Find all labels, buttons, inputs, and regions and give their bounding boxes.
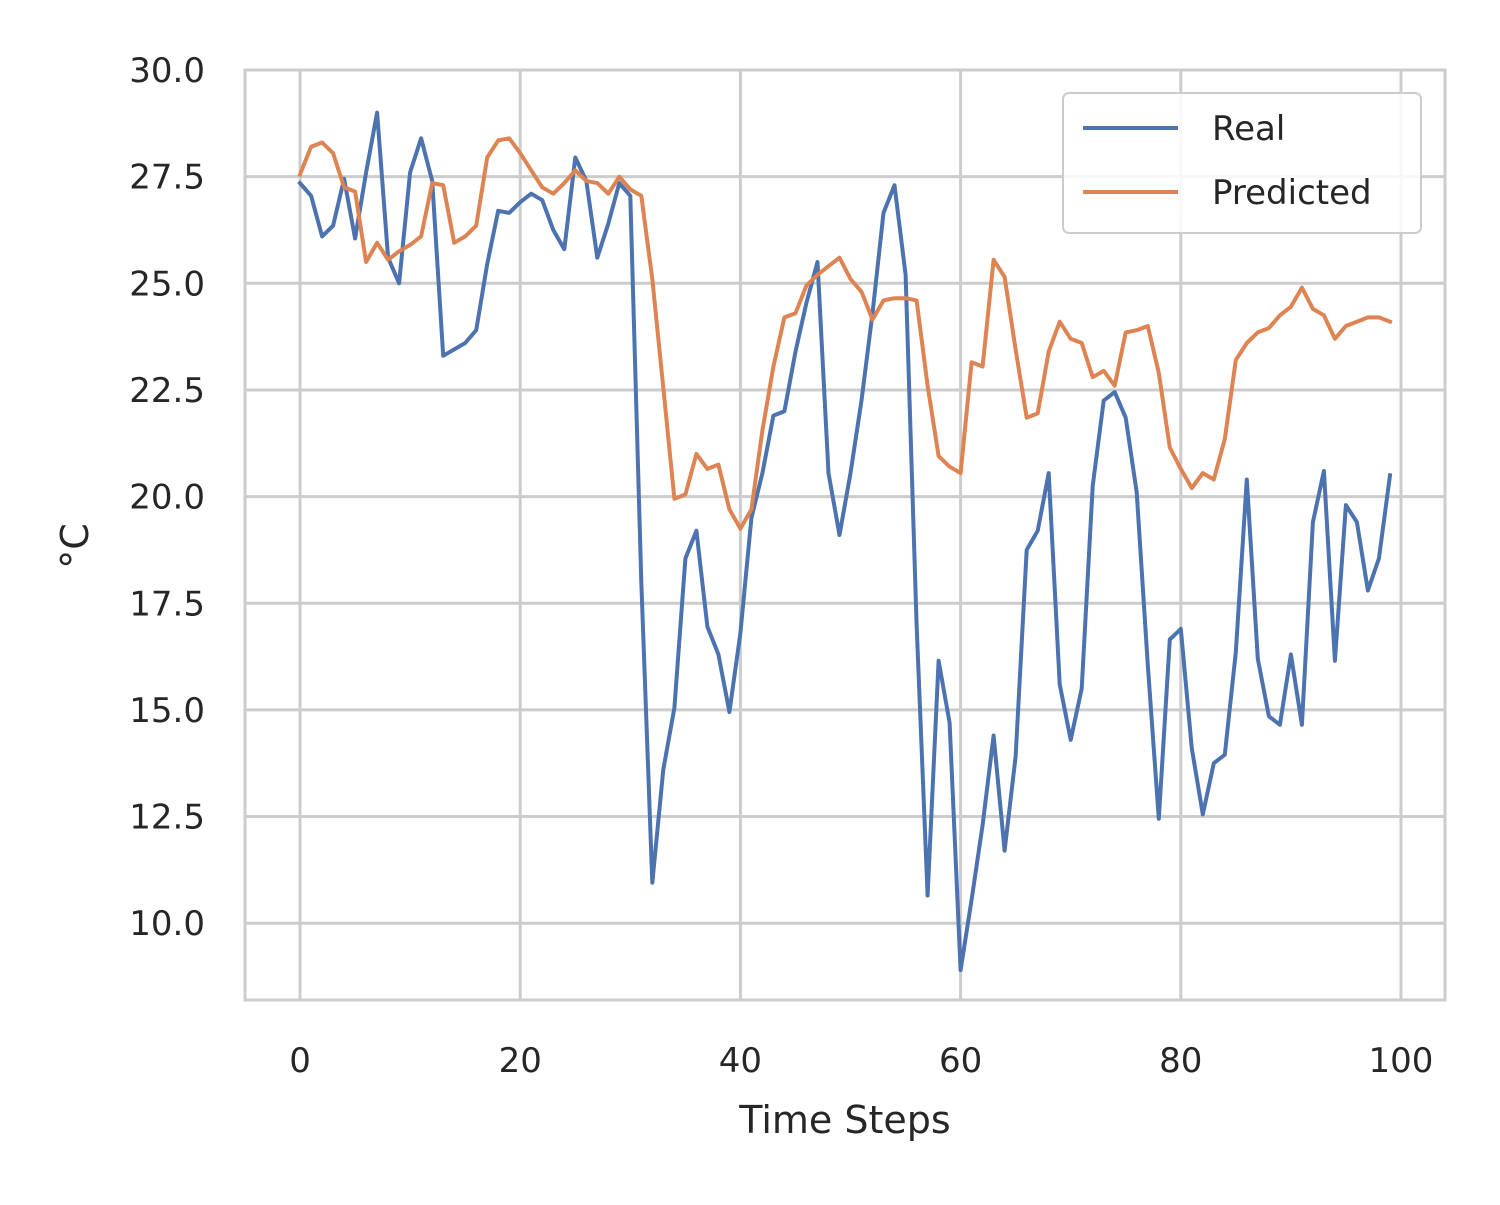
- x-tick-label: 0: [289, 1041, 311, 1081]
- y-tick-label: 20.0: [129, 478, 205, 518]
- y-tick-label: 27.5: [129, 158, 205, 198]
- x-tick-label: 20: [499, 1041, 542, 1081]
- series-line-real: [297, 110, 1393, 973]
- y-tick-label: 30.0: [129, 51, 205, 91]
- x-tick-label: 60: [939, 1041, 982, 1081]
- y-tick-label: 17.5: [129, 584, 205, 624]
- y-axis-label: °C: [53, 523, 97, 569]
- y-tick-label: 12.5: [129, 798, 205, 838]
- y-tick-label: 15.0: [129, 691, 205, 731]
- series-line-predicted: [297, 136, 1393, 531]
- legend: Real Predicted: [1062, 92, 1422, 234]
- x-tick-label: 100: [1369, 1041, 1434, 1081]
- y-tick-label: 10.0: [129, 904, 205, 944]
- x-axis-label: Time Steps: [738, 1098, 950, 1142]
- plot-frame: [243, 68, 1447, 1002]
- x-tick-label: 80: [1159, 1041, 1202, 1081]
- y-tick-label: 25.0: [129, 264, 205, 304]
- legend-label-real: Real: [1212, 109, 1285, 149]
- legend-label-predicted: Predicted: [1212, 173, 1372, 213]
- tick-labels: 0 20 40 60 80 100 10.0 12.5 15.0 17.5 20.0 22.5 25.0…: [129, 51, 1433, 1081]
- series-lines: [297, 110, 1393, 973]
- y-tick-label: 22.5: [129, 371, 205, 411]
- x-tick-label: 40: [719, 1041, 762, 1081]
